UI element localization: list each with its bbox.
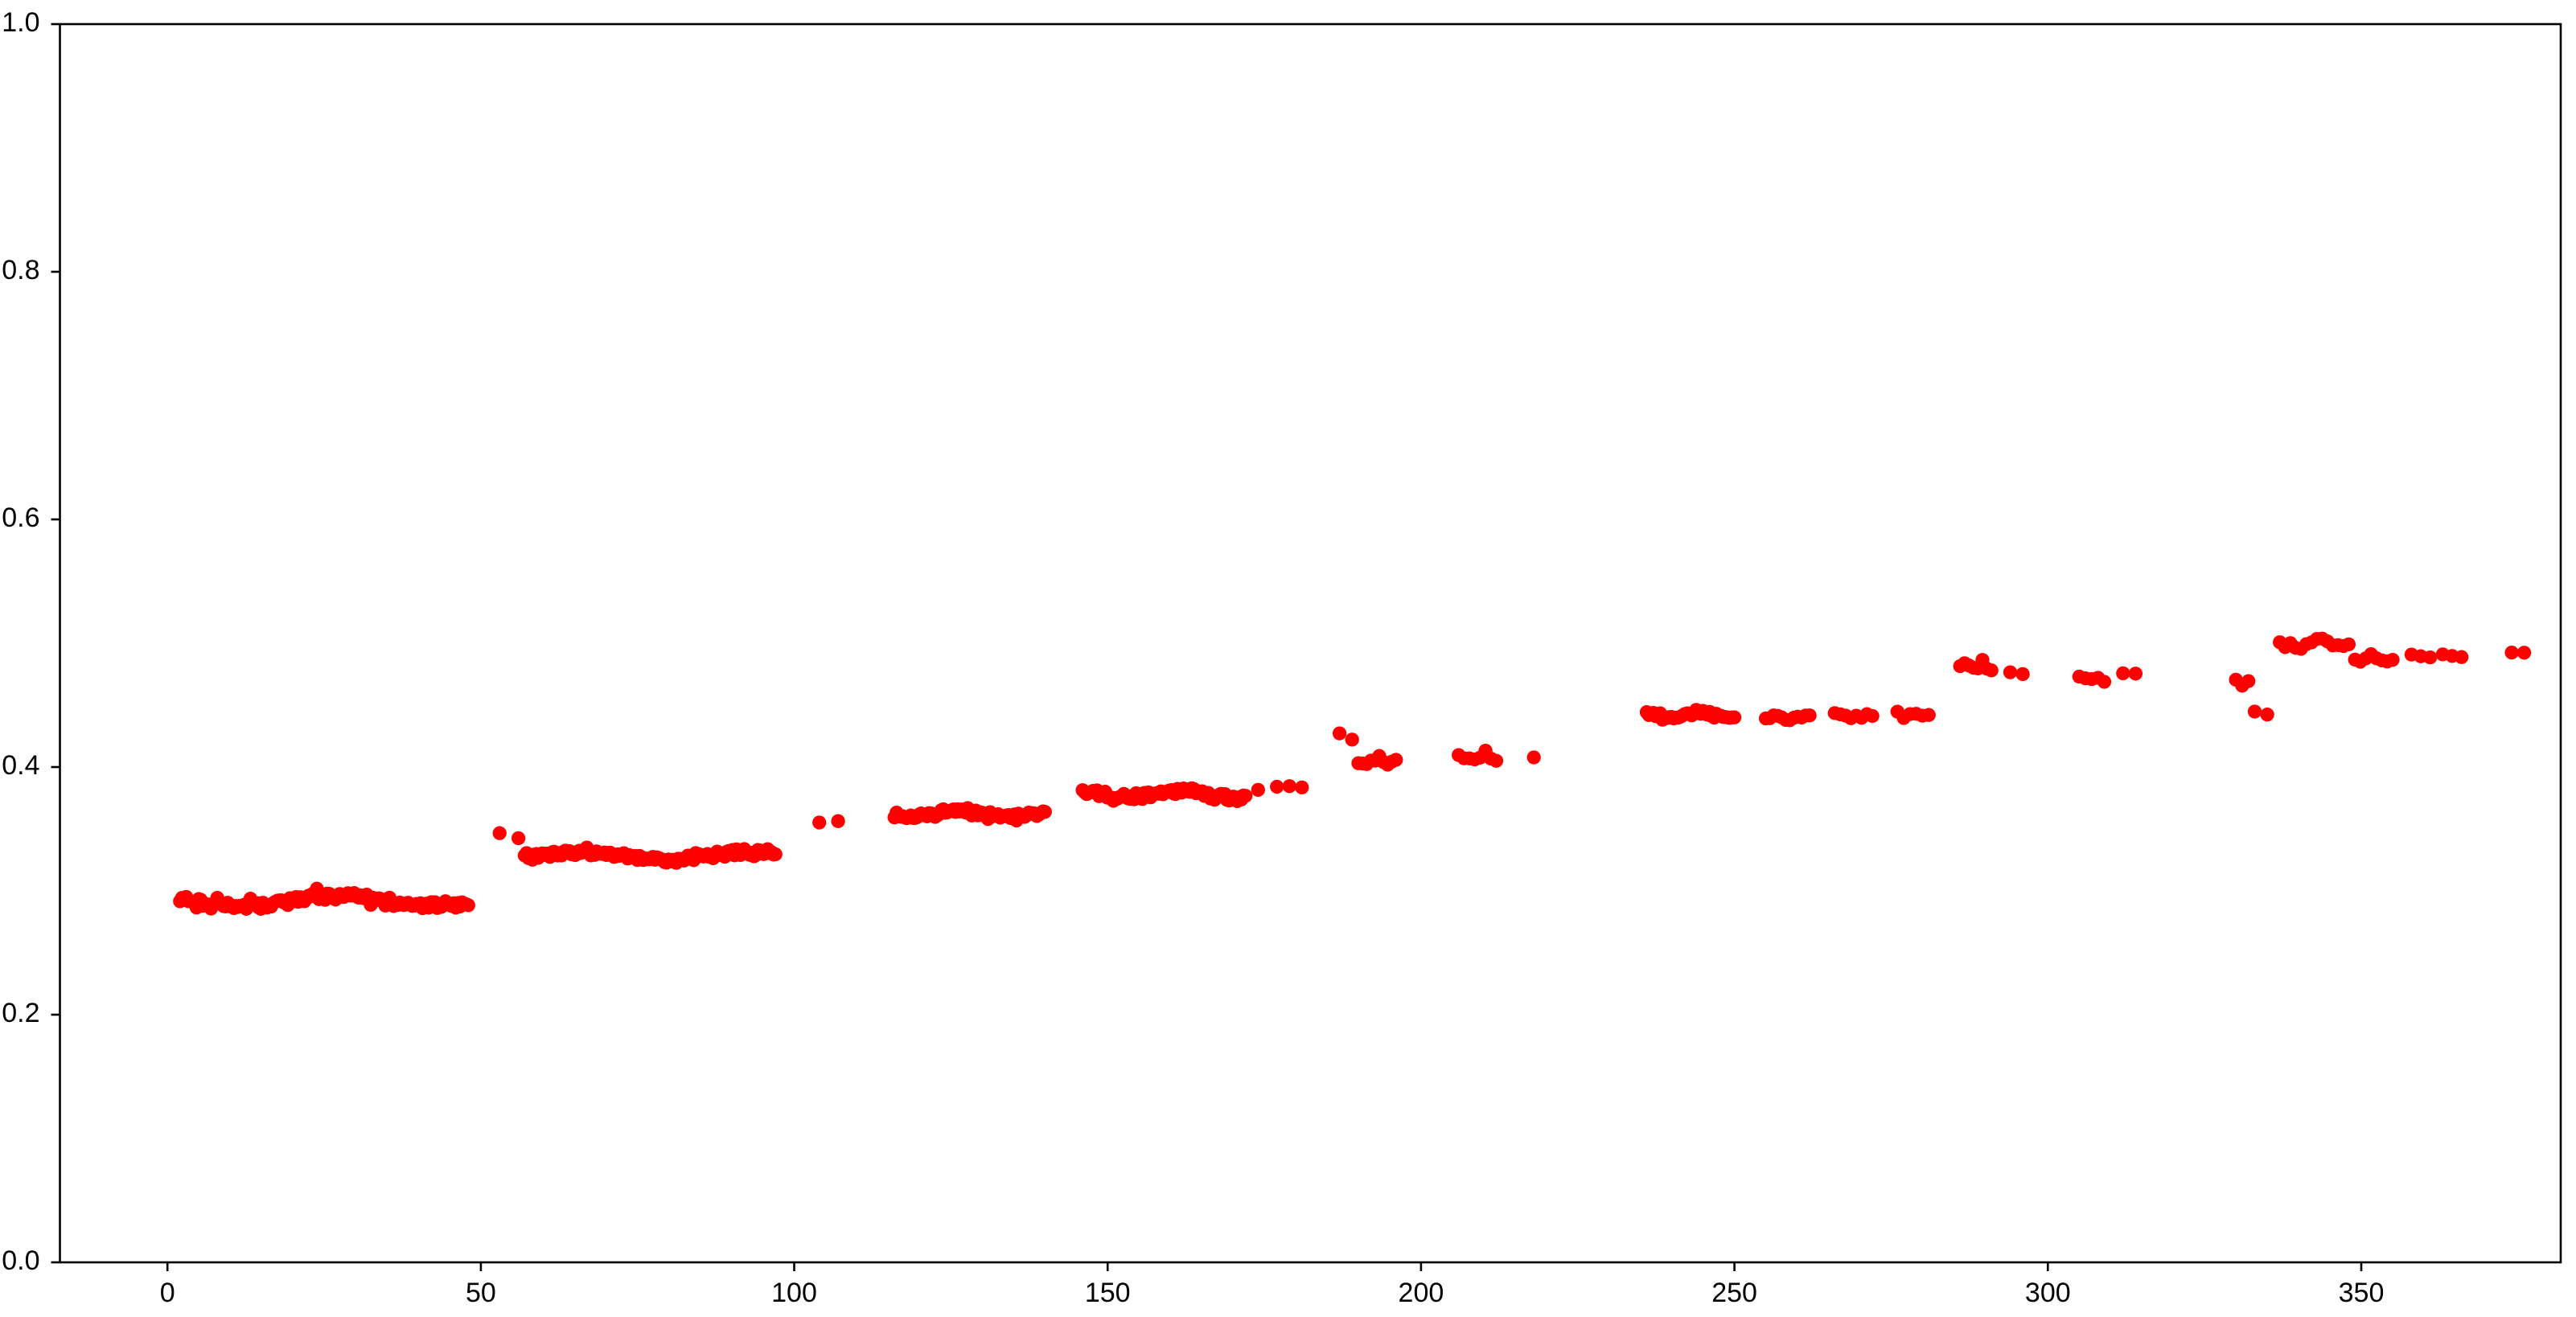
- svg-text:0.0: 0.0: [2, 1245, 39, 1276]
- svg-text:350: 350: [2339, 1278, 2385, 1308]
- svg-text:250: 250: [1711, 1278, 1757, 1308]
- svg-text:100: 100: [771, 1278, 817, 1308]
- svg-text:0.8: 0.8: [2, 255, 39, 285]
- svg-text:300: 300: [2025, 1278, 2071, 1308]
- svg-text:1.0: 1.0: [2, 7, 39, 38]
- svg-text:200: 200: [1399, 1278, 1444, 1308]
- svg-text:150: 150: [1085, 1278, 1131, 1308]
- svg-text:0.2: 0.2: [2, 998, 39, 1028]
- svg-text:0.6: 0.6: [2, 503, 39, 533]
- svg-text:0.4: 0.4: [2, 750, 39, 781]
- svg-text:50: 50: [466, 1278, 496, 1308]
- svg-text:0: 0: [160, 1278, 175, 1308]
